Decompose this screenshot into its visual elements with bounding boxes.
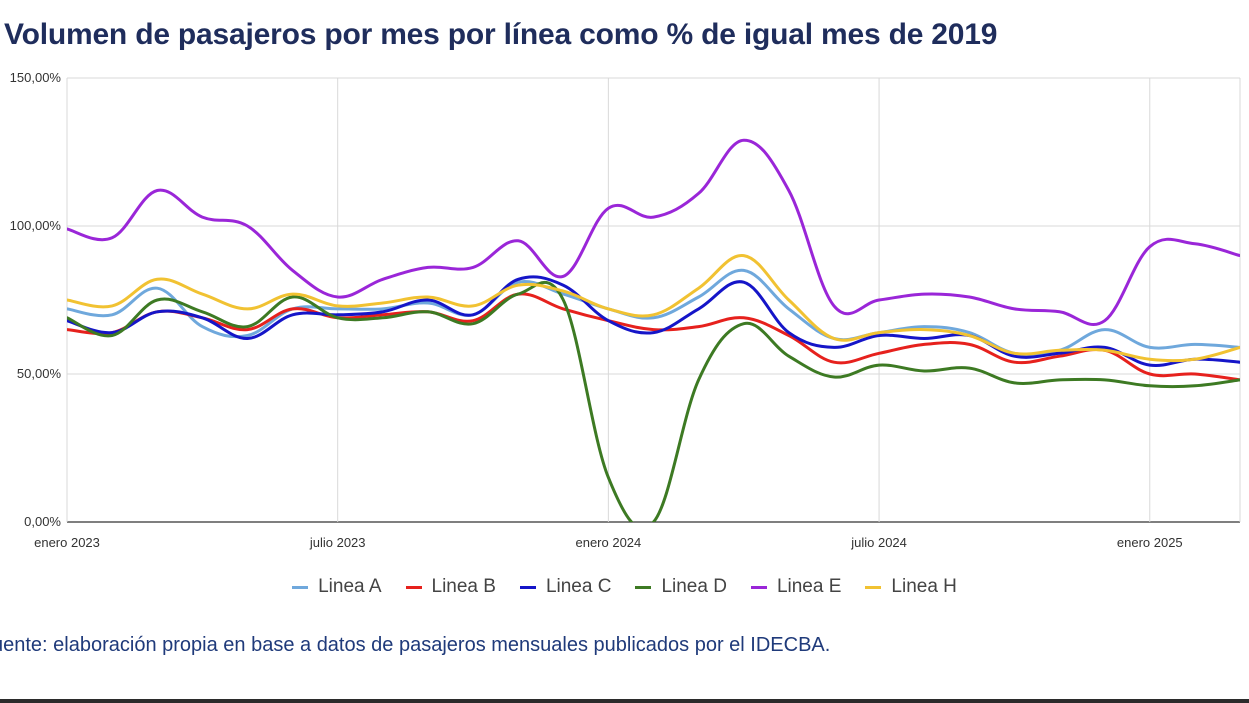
legend-label: Linea E: [776, 576, 842, 597]
y-tick-label: 0,00%: [24, 514, 61, 529]
x-tick-label: enero 2025: [1117, 535, 1183, 550]
y-tick-label: 100,00%: [10, 218, 62, 233]
line-chart: 0,00% 50,00% 100,00% 150,00% enero 2023 juli…: [10, 70, 1241, 550]
legend-swatch: [405, 585, 422, 589]
series-lines: [67, 138, 1240, 522]
legend-swatch: [750, 585, 767, 589]
legend: Linea A Linea B Linea C Linea D Linea E Linea…: [0, 576, 1249, 598]
bottom-divider: [0, 699, 1249, 703]
y-tick-label: 150,00%: [10, 70, 62, 85]
legend-swatch: [292, 585, 309, 589]
legend-item: Linea H: [865, 576, 957, 598]
grid: [66, 77, 1241, 523]
series-line-linea-b: [67, 292, 1240, 382]
x-tick-label: julio 2023: [309, 535, 366, 550]
legend-item: Linea D: [635, 576, 727, 598]
legend-item: Linea C: [519, 576, 612, 598]
legend-item: Linea E: [750, 576, 842, 598]
x-tick-label: julio 2024: [850, 535, 907, 550]
series-line-linea-d: [67, 281, 1240, 522]
legend-item: Linea A: [292, 576, 382, 598]
legend-label: Linea C: [545, 576, 612, 597]
y-axis: 0,00% 50,00% 100,00% 150,00%: [10, 70, 62, 529]
series-line-linea-e: [67, 138, 1240, 327]
legend-label: Linea H: [891, 576, 957, 597]
legend-label: Linea B: [431, 576, 496, 597]
legend-swatch: [865, 585, 882, 589]
legend-label: Linea D: [661, 576, 727, 597]
source-note: uente: elaboración propia en base a dato…: [0, 634, 831, 656]
chart-title: Volumen de pasajeros por mes por línea c…: [4, 18, 998, 51]
x-axis: enero 2023 julio 2023 enero 2024 julio 2024…: [34, 535, 1183, 550]
series-line-linea-a: [67, 268, 1240, 357]
series-line-linea-c: [67, 275, 1240, 367]
legend-item: Linea B: [405, 576, 496, 598]
legend-swatch: [635, 585, 652, 589]
x-tick-label: enero 2024: [575, 535, 641, 550]
legend-swatch: [519, 585, 536, 589]
series-line-linea-h: [67, 254, 1240, 363]
y-tick-label: 50,00%: [17, 366, 62, 381]
legend-label: Linea A: [318, 576, 382, 597]
x-tick-label: enero 2023: [34, 535, 100, 550]
